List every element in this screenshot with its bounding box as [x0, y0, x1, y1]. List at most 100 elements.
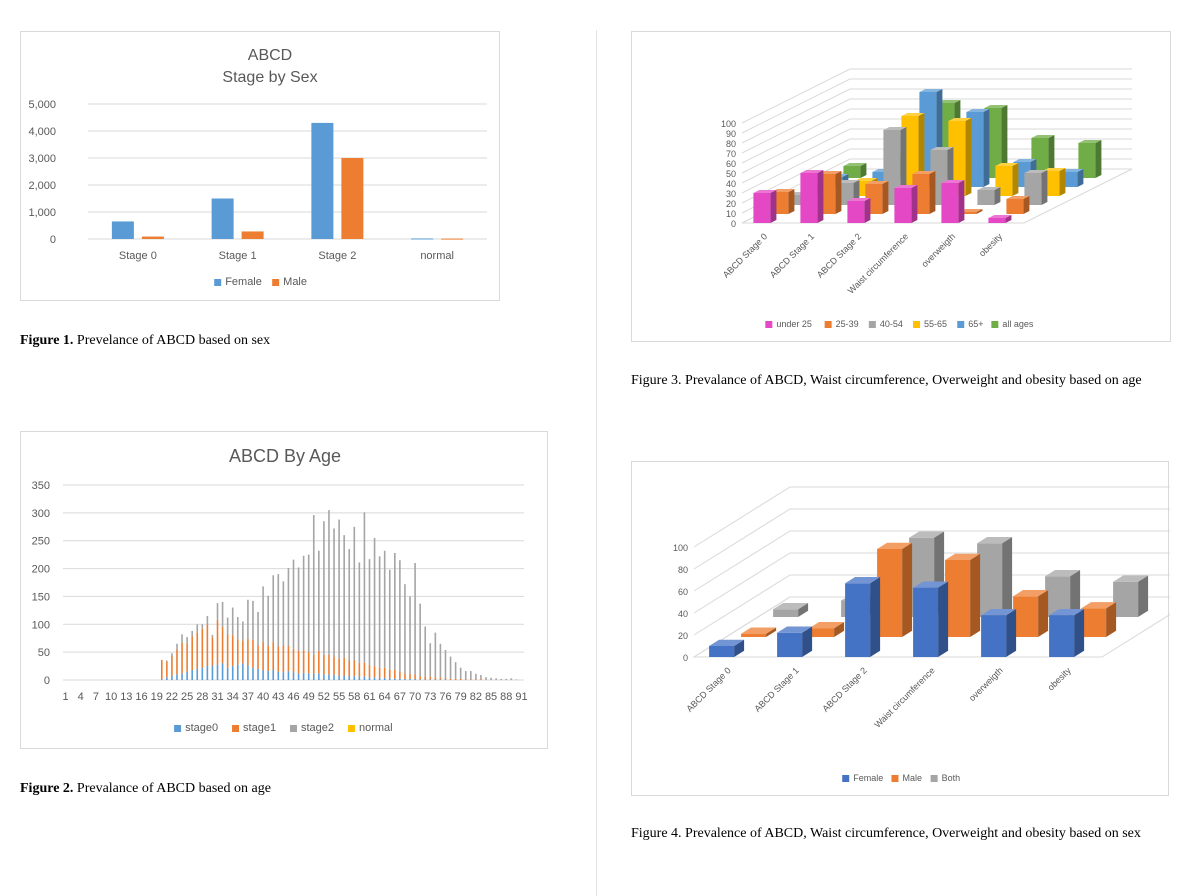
- bar-stage1: [272, 642, 275, 670]
- bar-top: [988, 215, 1012, 218]
- bar-stage0: [343, 675, 345, 680]
- bar-side: [766, 627, 777, 637]
- x-tick-label: ABCD Stage 0: [721, 231, 769, 279]
- legend-entry: 65+: [968, 319, 983, 329]
- bar-front: [789, 195, 807, 205]
- bar-stage1: [166, 661, 168, 678]
- gridline: [693, 552, 1170, 614]
- bar-stage2: [282, 581, 285, 646]
- figure-3-caption: Figure 3. Prevalance of ABCD, Waist circ…: [631, 362, 1181, 400]
- bar-stage2: [515, 679, 518, 680]
- bar-top: [1113, 575, 1149, 582]
- bar-side: [1070, 570, 1081, 617]
- bar-top: [753, 190, 777, 193]
- bar-both: [1113, 575, 1149, 617]
- y-tick-label: 200: [32, 564, 50, 576]
- bar-side: [976, 209, 983, 214]
- bar-side: [970, 553, 981, 637]
- bar-stage2: [348, 549, 351, 661]
- legend-entry: Both: [942, 773, 961, 783]
- bar-stage0: [429, 679, 432, 680]
- bar-side: [1138, 575, 1149, 617]
- bar-top: [836, 180, 860, 183]
- y-tick-label: 250: [32, 536, 50, 548]
- bar-stage1: [292, 648, 295, 673]
- figure-2-text: Prevalance of ABCD based on age: [73, 781, 271, 796]
- bar-stage1: [191, 636, 193, 670]
- bar-male: [1081, 602, 1117, 637]
- x-tick-label: 82: [470, 691, 482, 703]
- bar-both: [977, 537, 1013, 617]
- bar-front: [753, 193, 771, 223]
- bar-stage1: [439, 677, 442, 680]
- y-tick-label: 100: [32, 619, 50, 631]
- y-tick-label: 90: [726, 129, 736, 139]
- chart-stage-by-sex: ABCD Stage by Sex 0 1,000 2,000 3,000 4,000 5…: [20, 31, 500, 301]
- bar-stage2: [307, 554, 310, 653]
- x-tick-label: Stage 2: [318, 250, 356, 262]
- bar-side: [1006, 608, 1017, 657]
- bar-stage0: [206, 666, 209, 680]
- bar-stage2: [343, 535, 345, 658]
- bar-stage1: [409, 674, 411, 679]
- bar-top: [847, 198, 871, 201]
- bar-stage1: [475, 679, 477, 680]
- bar-stage0: [353, 676, 356, 680]
- bar-side: [882, 181, 889, 214]
- bar-stage2: [399, 560, 401, 672]
- bar-side: [902, 542, 913, 637]
- bar-top: [1081, 602, 1117, 609]
- legend-swatch: [930, 775, 938, 782]
- bar-front: [977, 543, 1003, 617]
- bar-stage1: [419, 676, 421, 680]
- bar-stage1: [449, 678, 452, 680]
- y-tick-label: 0: [44, 675, 50, 687]
- bar-stage2: [176, 643, 178, 650]
- bar-stage2: [368, 559, 371, 665]
- bar-stage2: [201, 624, 204, 629]
- bar-stage2: [297, 567, 300, 652]
- bar-stage1: [353, 660, 356, 677]
- legend-swatch: [957, 321, 965, 328]
- bar-stage0: [348, 676, 351, 680]
- gridline: [741, 88, 1132, 144]
- y-tick-label: 40: [678, 609, 688, 619]
- bar-stage2: [439, 643, 442, 678]
- bar-stage2: [262, 586, 264, 643]
- bar-stage2: [378, 556, 381, 668]
- figure-1-label: Figure 1.: [20, 333, 74, 348]
- bar-stage1: [338, 658, 340, 676]
- x-tick-label: 52: [318, 691, 330, 703]
- x-tick-label: 28: [196, 691, 208, 703]
- bar-top: [959, 209, 983, 212]
- bar-stage1: [242, 641, 244, 664]
- bar-side: [870, 577, 881, 657]
- x-tick-label: Waist circumference: [872, 665, 936, 729]
- bar-stage1: [267, 646, 269, 672]
- x-tick-label: 85: [485, 691, 497, 703]
- y-tick-label: 60: [726, 159, 736, 169]
- bar-top: [937, 100, 961, 103]
- bar-front: [847, 201, 865, 223]
- bar-stage0: [257, 668, 259, 680]
- bar-stage2: [206, 615, 209, 625]
- x-tick-label: 37: [242, 691, 254, 703]
- bar-stage1: [216, 619, 219, 665]
- x-tick-label: 4: [78, 691, 84, 703]
- bar-stage1: [171, 656, 173, 676]
- bar-stage0: [404, 678, 406, 680]
- bar-stage2: [373, 537, 376, 667]
- bar-stage0: [312, 673, 315, 680]
- x-tick-label: 1: [62, 691, 68, 703]
- y-tick-label: 0: [50, 234, 56, 246]
- bar-stage0: [216, 664, 219, 680]
- chart-3d-by-age: 0 10 20 30 40 50 60 70 80 90 100 ABCD Stage 0 ABCD S…: [631, 31, 1171, 342]
- bar-female: [1049, 608, 1085, 657]
- bar-top: [912, 171, 936, 174]
- bar-side: [864, 198, 871, 223]
- bar-top: [894, 185, 918, 188]
- bar-stage0: [414, 678, 416, 680]
- legend-swatch: [842, 775, 850, 782]
- bar-side: [860, 163, 867, 178]
- bar-top: [966, 109, 990, 112]
